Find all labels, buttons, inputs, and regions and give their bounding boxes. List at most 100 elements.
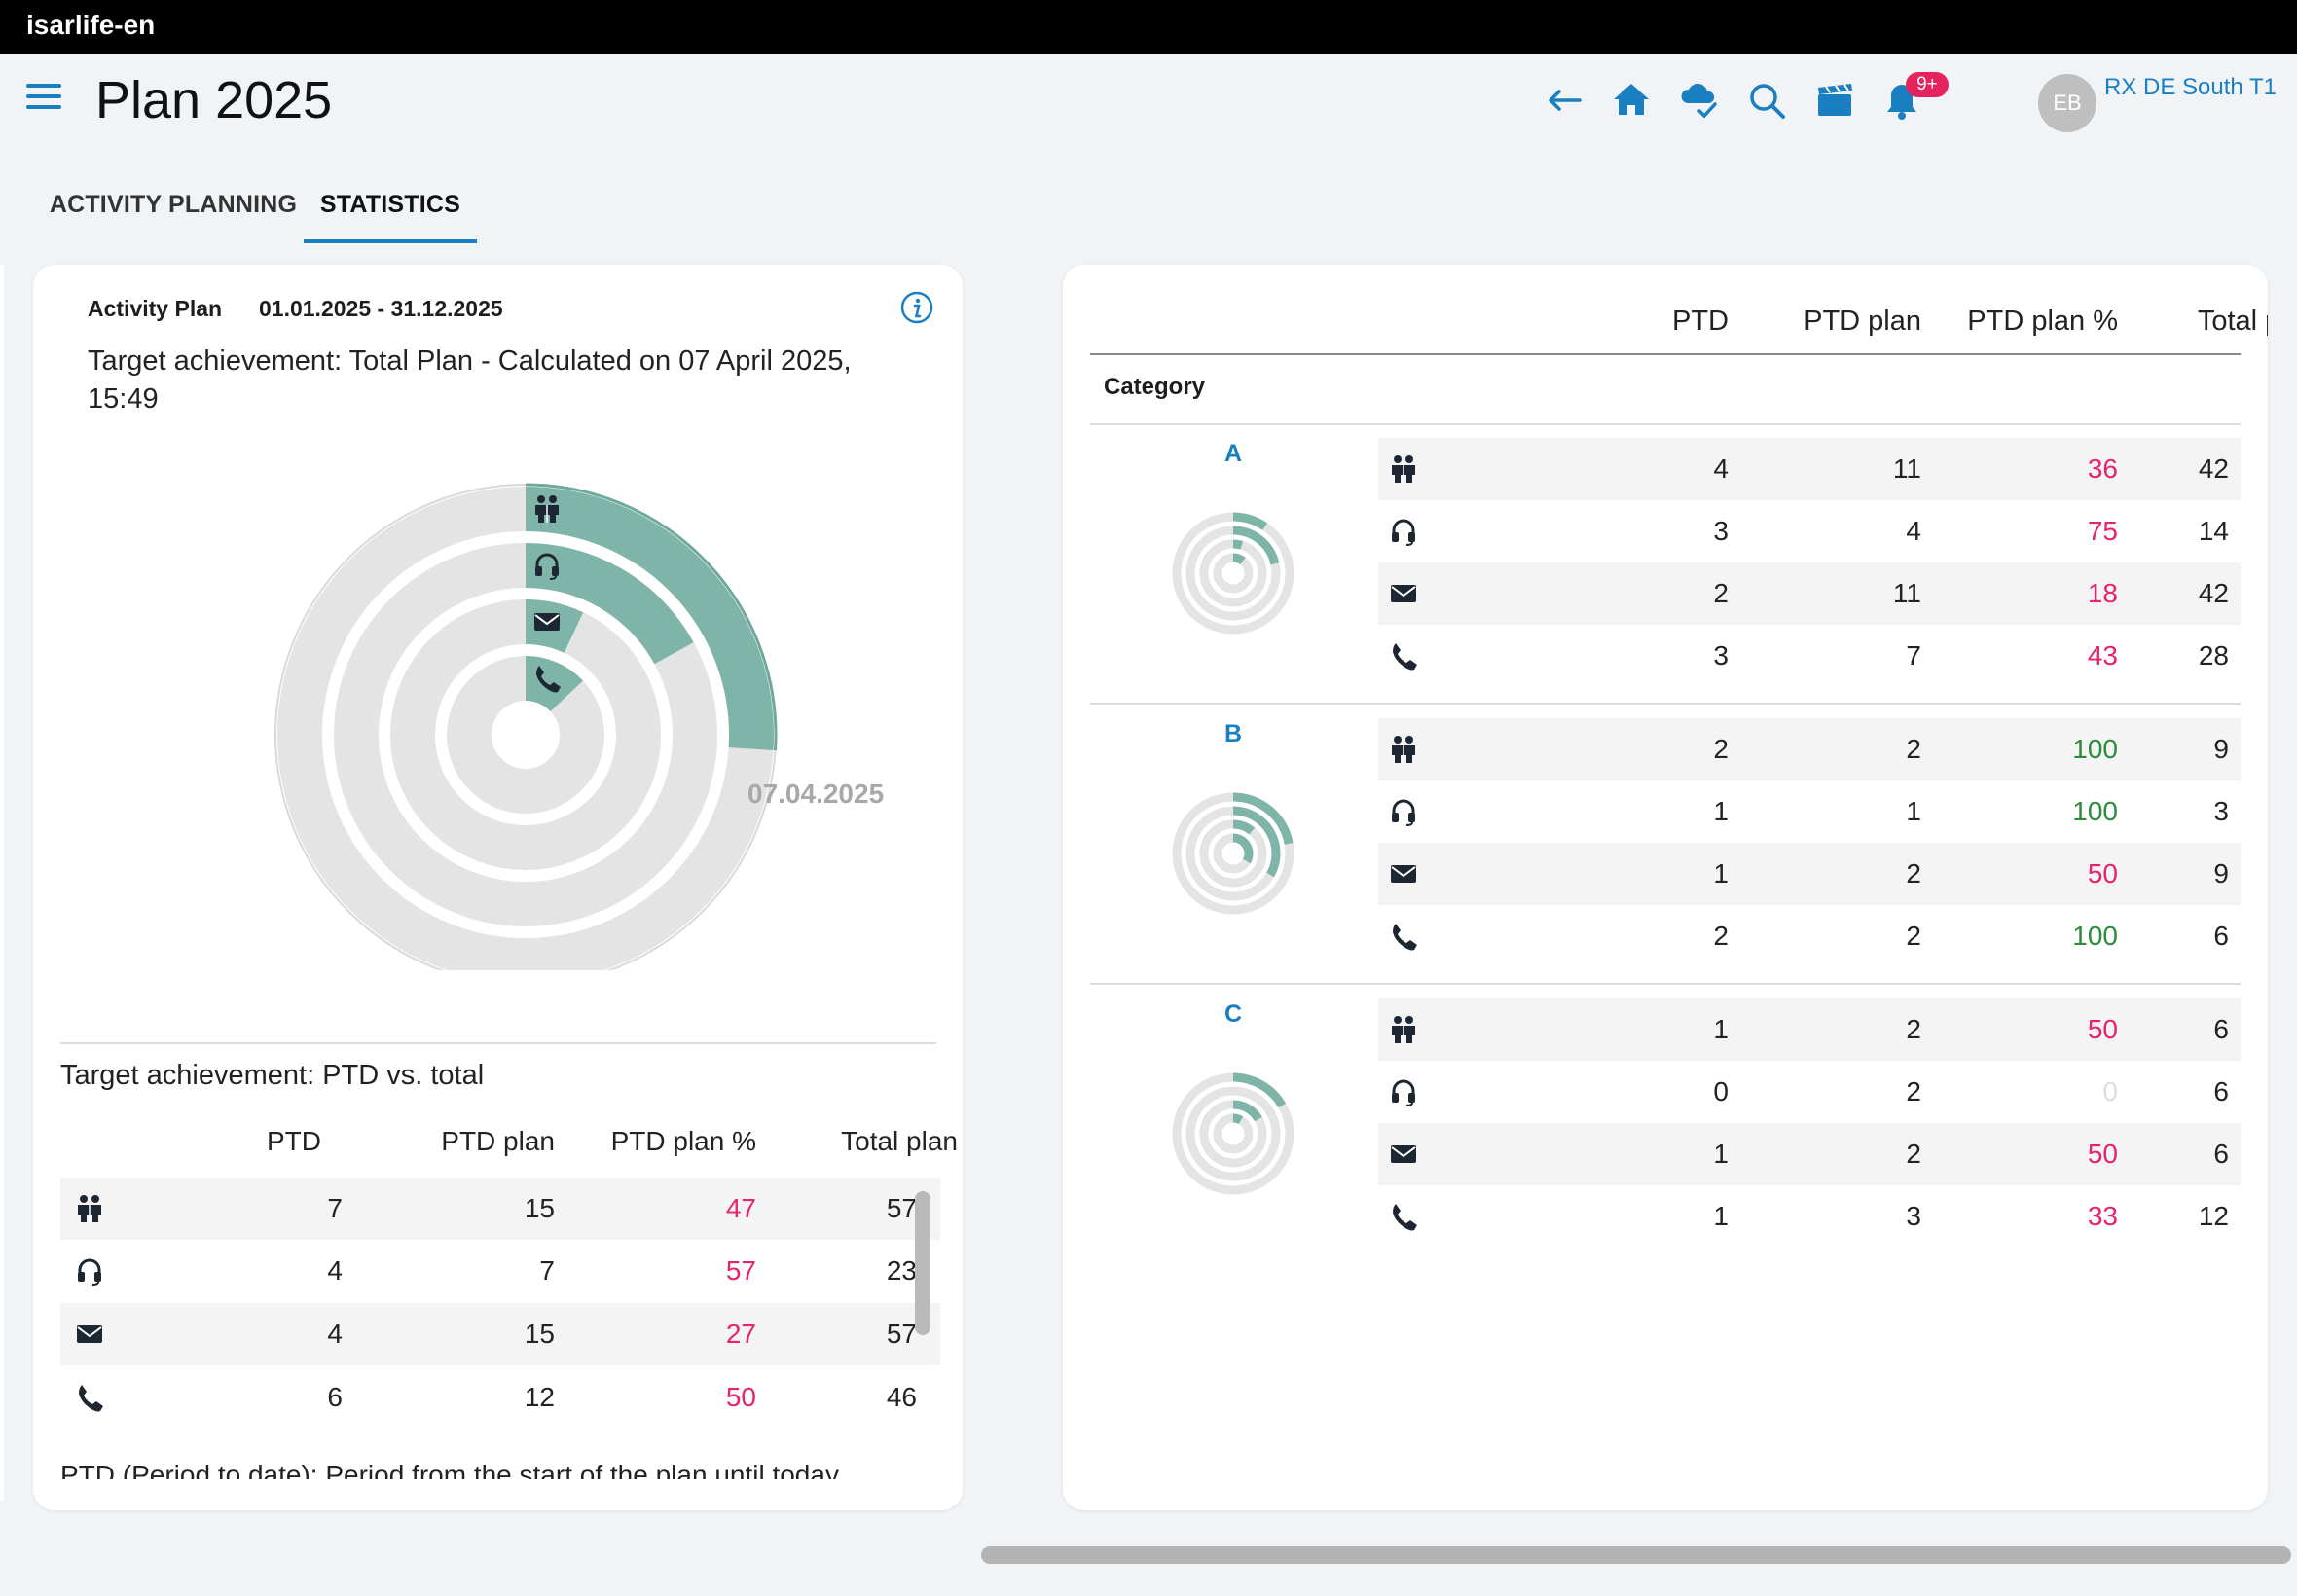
total-plan-value: 57 xyxy=(886,1193,917,1223)
horizontal-scrollbar[interactable] xyxy=(981,1546,2291,1564)
category-label: B xyxy=(1223,720,1243,747)
total-plan-value: 6 xyxy=(2213,1139,2229,1169)
search-icon[interactable] xyxy=(1744,78,1789,123)
menu-icon[interactable] xyxy=(26,84,61,113)
ptd-plan-pct-value: 43 xyxy=(2087,640,2118,671)
total-plan-value: 3 xyxy=(2213,796,2229,826)
date-marker-arc xyxy=(525,483,778,751)
col-header-ptd-plan: PTD plan xyxy=(1804,306,1921,337)
home-icon[interactable] xyxy=(1609,78,1654,123)
meeting-people-icon xyxy=(1388,453,1419,485)
table-row: 6 12 50 46 xyxy=(60,1366,940,1429)
total-plan-value: 6 xyxy=(2213,1014,2229,1044)
col-header-ptd-plan-pct: PTD plan % xyxy=(1967,306,2118,337)
target-radial-chart xyxy=(274,483,778,970)
envelope-icon xyxy=(1388,1139,1419,1170)
ptd-value: 1 xyxy=(1713,1139,1729,1169)
ptd-plan-value: 15 xyxy=(524,1193,555,1223)
headset-icon xyxy=(535,553,559,580)
ptd-value: 0 xyxy=(1713,1076,1729,1106)
mini-ring-arc xyxy=(1232,526,1280,565)
table-row: 1 2 50 6 xyxy=(1378,998,2241,1061)
ptd-value: 1 xyxy=(1713,796,1729,826)
ptd-plan-value: 1 xyxy=(1906,796,1921,826)
table-scrollbar[interactable] xyxy=(915,1191,930,1335)
ptd-section-title: Target achievement: PTD vs. total xyxy=(60,1060,485,1091)
ptd-value: 2 xyxy=(1713,734,1729,764)
header: Plan 2025 9+ EB RX DE South T1 xyxy=(0,54,2297,162)
total-plan-value: 9 xyxy=(2213,858,2229,889)
envelope-icon xyxy=(1388,578,1419,609)
table-row: 1 2 50 9 xyxy=(1378,843,2241,905)
category-rule xyxy=(1090,423,2241,425)
mini-ring-arc xyxy=(1232,819,1256,835)
category-radial-chart xyxy=(1172,512,1294,635)
headset-icon xyxy=(1388,516,1419,547)
previous-card-edge xyxy=(0,265,4,1501)
phone-icon xyxy=(536,666,561,693)
col-header-ptd-plan: PTD plan xyxy=(441,1126,555,1156)
ptd-value: 3 xyxy=(1713,516,1729,546)
ptd-value: 4 xyxy=(1713,453,1729,484)
mini-ring-track xyxy=(1199,819,1267,888)
headset-icon xyxy=(1388,796,1419,827)
ptd-plan-value: 7 xyxy=(539,1255,555,1286)
ptd-plan-pct-value: 18 xyxy=(2087,578,2118,608)
mini-ring-track xyxy=(1185,1086,1281,1181)
ptd-plan-value: 15 xyxy=(524,1319,555,1349)
col-header-ptd: PTD xyxy=(1672,306,1729,337)
target-achievement-title: Target achievement: Total Plan - Calcula… xyxy=(88,345,852,415)
total-plan-value: 9 xyxy=(2213,734,2229,764)
activity-plan-label: Activity Plan xyxy=(88,296,223,321)
footnote-clip xyxy=(33,1479,963,1510)
ptd-plan-value: 11 xyxy=(1892,453,1921,484)
headset-icon xyxy=(1388,1076,1419,1107)
info-icon[interactable] xyxy=(899,290,934,325)
table-row: 1 2 50 6 xyxy=(1378,1123,2241,1185)
radial-ring-arc xyxy=(525,543,694,665)
mini-ring-arc xyxy=(1232,512,1268,530)
avatar[interactable]: EB xyxy=(2038,74,2096,132)
ptd-plan-value: 2 xyxy=(1906,1076,1921,1106)
ptd-plan-value: 2 xyxy=(1906,734,1921,764)
total-plan-value: 46 xyxy=(886,1382,917,1412)
ptd-value: 1 xyxy=(1713,1014,1729,1044)
ptd-value: 1 xyxy=(1713,858,1729,889)
ptd-plan-value: 7 xyxy=(1906,640,1921,671)
ptd-value: 2 xyxy=(1713,578,1729,608)
page-title: Plan 2025 xyxy=(95,71,333,129)
table-row: 2 2 100 9 xyxy=(1378,718,2241,780)
ptd-plan-pct-value: 27 xyxy=(725,1319,756,1349)
table-row: 1 1 100 3 xyxy=(1378,780,2241,843)
total-plan-value: 6 xyxy=(2213,1076,2229,1106)
mini-ring-arc xyxy=(1232,792,1294,845)
ptd-value: 1 xyxy=(1713,1201,1729,1231)
category-radial-chart xyxy=(1172,1072,1294,1195)
user-name[interactable]: RX DE South T1 xyxy=(2104,74,2277,100)
envelope-icon xyxy=(534,613,560,631)
mini-ring-track xyxy=(1199,539,1267,607)
back-arrow-icon[interactable] xyxy=(1543,78,1587,123)
header-rule xyxy=(1090,353,2241,355)
plan-date-range: 01.01.2025 - 31.12.2025 xyxy=(259,296,503,321)
total-plan-value: 14 xyxy=(2198,516,2229,546)
tab-activity-planning[interactable]: ACTIVITY PLANNING xyxy=(49,191,298,218)
total-plan-value: 12 xyxy=(2198,1201,2229,1231)
category-label: C xyxy=(1223,1000,1243,1028)
ptd-plan-pct-value: 100 xyxy=(2072,921,2118,951)
mini-ring-arc xyxy=(1232,1072,1287,1108)
total-plan-value: 42 xyxy=(2198,578,2229,608)
total-plan-value: 42 xyxy=(2198,453,2229,484)
ptd-plan-pct-value: 33 xyxy=(2087,1201,2118,1231)
ptd-plan-pct-value: 50 xyxy=(2087,858,2118,889)
cloud-check-icon[interactable] xyxy=(1676,78,1721,123)
ptd-plan-pct-value: 100 xyxy=(2072,734,2118,764)
phone-icon xyxy=(1388,1201,1419,1232)
meeting-people-icon xyxy=(1388,1014,1419,1045)
ptd-value: 7 xyxy=(327,1193,343,1223)
mini-ring-track xyxy=(1213,553,1254,594)
section-divider xyxy=(60,1042,936,1044)
tab-statistics[interactable]: STATISTICS xyxy=(304,181,477,243)
phone-icon xyxy=(1388,921,1419,952)
clapperboard-icon[interactable] xyxy=(1812,78,1857,123)
